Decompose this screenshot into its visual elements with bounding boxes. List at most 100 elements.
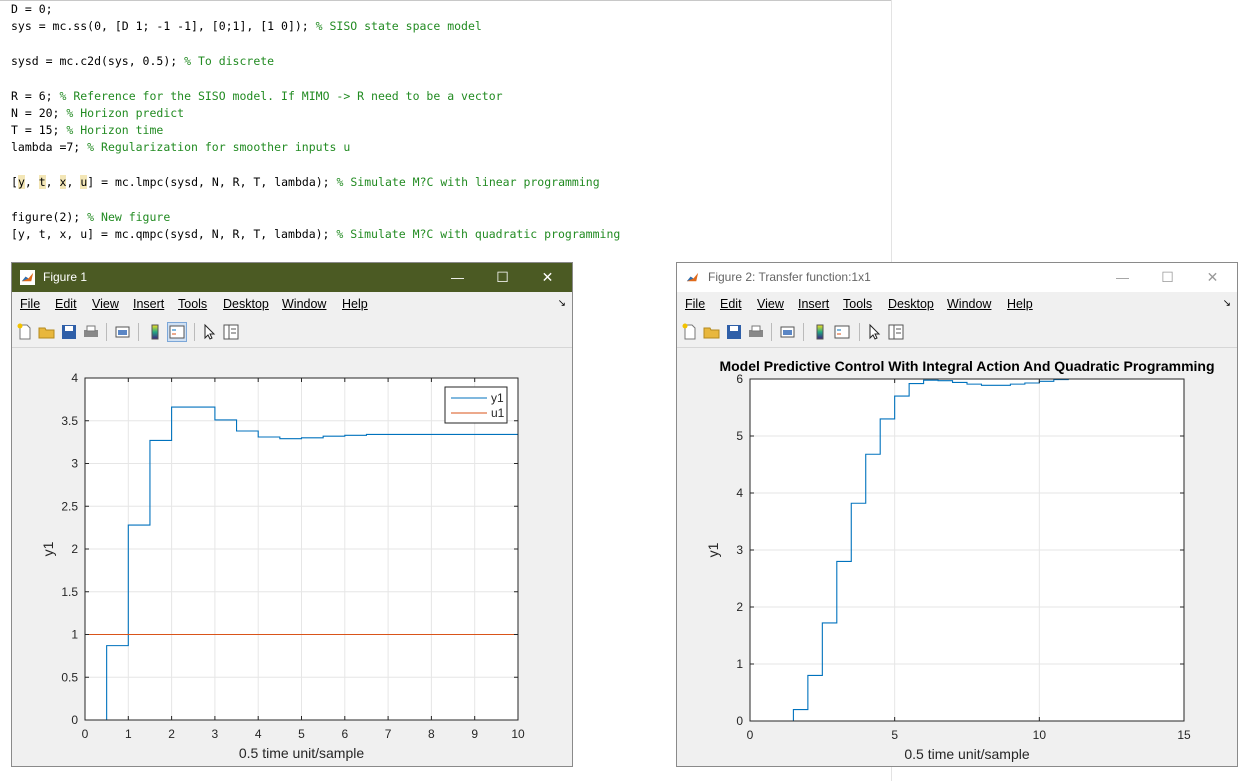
figure-2-titlebar[interactable]: Figure 2: Transfer function:1x1 — ☐ ✕ — [677, 263, 1237, 292]
code-line[interactable]: N = 20; % Horizon predict — [11, 105, 184, 122]
pointer-icon[interactable] — [865, 323, 883, 341]
code-text: figure(2); — [11, 209, 88, 224]
figure-1-axes[interactable]: 0 1 2 3 4 5 6 7 8 9 10 0 0.5 1 1.5 2 2.5 3 3.5 4 0.5 time un… — [12, 348, 572, 766]
menu-tools[interactable]: Tools — [843, 297, 873, 311]
y-tick-label: 0 — [736, 714, 743, 728]
legend-icon[interactable] — [167, 322, 187, 342]
minimize-button[interactable]: — — [1116, 270, 1129, 285]
code-line[interactable]: sys = mc.ss(0, [D 1; -1 -1], [0;1], [1 0… — [11, 18, 482, 35]
y-tick-label: 2 — [736, 600, 743, 614]
menu-insert[interactable]: Insert — [798, 297, 830, 311]
y-tick-label: 4 — [71, 371, 78, 385]
menu-expand-icon[interactable]: ↘ — [1222, 298, 1231, 309]
maximize-button[interactable]: ☐ — [496, 269, 509, 285]
figure-1-title: Figure 1 — [43, 270, 88, 284]
y-tick-label: 0.5 — [61, 670, 78, 684]
legend-label-y1: y1 — [491, 391, 504, 405]
save-icon[interactable] — [60, 323, 78, 341]
y-tick-label: 3 — [736, 543, 743, 557]
chart-title: Model Predictive Control With Integral A… — [719, 358, 1214, 374]
code-comment: % To discrete — [184, 53, 275, 68]
print-icon[interactable] — [747, 323, 765, 341]
menu-help[interactable]: Help — [1007, 297, 1033, 311]
x-tick-label: 0 — [82, 727, 89, 741]
x-axis-label: 0.5 time unit/sample — [904, 746, 1029, 762]
figure-1-titlebar[interactable]: Figure 1 — ☐ ✕ — [12, 263, 572, 292]
menu-file[interactable]: File — [20, 297, 41, 311]
colorbar-icon[interactable] — [146, 323, 164, 341]
y-tick-label: 3 — [71, 457, 78, 471]
code-line[interactable]: D = 0; — [11, 1, 53, 18]
minimize-button[interactable]: — — [451, 270, 464, 285]
y-tick-label: 1 — [736, 657, 743, 671]
x-tick-label: 0 — [747, 728, 754, 742]
menu-desktop[interactable]: Desktop — [888, 297, 934, 311]
open-file-icon[interactable] — [38, 323, 56, 341]
code-text: N = 20; — [11, 105, 67, 120]
code-text: sysd = mc.c2d(sys, 0.5); — [11, 53, 185, 68]
y-tick-label: 1 — [71, 628, 78, 642]
toolbar-separator — [138, 323, 139, 341]
variable-highlight: t — [38, 175, 46, 189]
maximize-button[interactable]: ☐ — [1161, 269, 1174, 285]
menu-edit[interactable]: Edit — [720, 297, 742, 311]
code-text: sys = mc.ss(0, [D 1; -1 -1], [0;1], [1 0… — [11, 19, 316, 34]
menu-edit[interactable]: Edit — [55, 297, 77, 311]
menu-window[interactable]: Window — [282, 297, 327, 311]
colorbar-icon[interactable] — [811, 323, 829, 341]
print-preview-icon[interactable] — [779, 323, 797, 341]
property-inspector-icon[interactable] — [887, 323, 905, 341]
toolbar-separator — [106, 323, 107, 341]
legend-box — [444, 386, 508, 424]
menu-tools[interactable]: Tools — [178, 297, 208, 311]
close-button[interactable]: ✕ — [1206, 269, 1219, 285]
code-line[interactable]: [y, t, x, u] = mc.qmpc(sysd, N, R, T, la… — [11, 226, 620, 243]
code-text: T = 15; — [11, 123, 67, 138]
x-tick-label: 6 — [341, 727, 348, 741]
menu-view[interactable]: View — [92, 297, 119, 311]
y-axis-label: y1 — [40, 541, 56, 556]
menu-file[interactable]: File — [685, 297, 706, 311]
y-tick-label: 1.5 — [61, 585, 78, 599]
code-line[interactable]: [y, t, x, u] = mc.lmpc(sysd, N, R, T, la… — [11, 174, 600, 191]
new-figure-icon[interactable] — [16, 323, 34, 341]
x-tick-label: 1 — [125, 727, 132, 741]
code-comment: % New figure — [87, 209, 171, 224]
menu-view[interactable]: View — [757, 297, 784, 311]
y-tick-label: 5 — [736, 429, 743, 443]
save-icon[interactable] — [725, 323, 743, 341]
code-line[interactable]: lambda =7; % Regularization for smoother… — [11, 139, 350, 156]
y-tick-label: 2.5 — [61, 499, 78, 513]
figure-1-window[interactable]: Figure 1 — ☐ ✕ File Edit View Insert Too… — [11, 262, 573, 767]
figure-2-menubar: File Edit View Insert Tools Desktop Wind… — [677, 292, 1237, 316]
code-line[interactable]: sysd = mc.c2d(sys, 0.5); % To discrete — [11, 53, 274, 70]
property-inspector-icon[interactable] — [222, 323, 240, 341]
menu-expand-icon[interactable]: ↘ — [557, 298, 566, 309]
print-icon[interactable] — [82, 323, 100, 341]
toolbar-separator — [859, 323, 860, 341]
code-text: [y, t, x, u] = mc.lmpc(sysd, N, R, T, la… — [11, 175, 337, 189]
code-comment: % Simulate M?C with linear programming — [336, 175, 600, 189]
figure-2-axes[interactable]: 0 5 10 15 0 1 2 3 4 5 6 0.5 time unit/sample y1 Model… — [677, 348, 1237, 766]
legend-icon[interactable] — [833, 323, 851, 341]
variable-highlight: x — [59, 175, 67, 189]
open-file-icon[interactable] — [703, 323, 721, 341]
menu-window[interactable]: Window — [947, 297, 992, 311]
x-tick-label: 10 — [511, 727, 525, 741]
code-line[interactable]: figure(2); % New figure — [11, 209, 170, 226]
menu-insert[interactable]: Insert — [133, 297, 165, 311]
x-tick-label: 10 — [1033, 728, 1047, 742]
close-button[interactable]: ✕ — [541, 269, 554, 285]
x-tick-label: 2 — [168, 727, 175, 741]
figure-2-window[interactable]: Figure 2: Transfer function:1x1 — ☐ ✕ Fi… — [676, 262, 1238, 767]
print-preview-icon[interactable] — [114, 323, 132, 341]
menu-help[interactable]: Help — [342, 297, 368, 311]
code-line[interactable]: R = 6; % Reference for the SISO model. I… — [11, 88, 503, 105]
toolbar-separator — [803, 323, 804, 341]
pointer-icon[interactable] — [200, 323, 218, 341]
menu-desktop[interactable]: Desktop — [223, 297, 269, 311]
new-figure-icon[interactable] — [681, 323, 699, 341]
code-line[interactable]: T = 15; % Horizon time — [11, 122, 163, 139]
figure-1-menubar: File Edit View Insert Tools Desktop Wind… — [12, 292, 572, 316]
